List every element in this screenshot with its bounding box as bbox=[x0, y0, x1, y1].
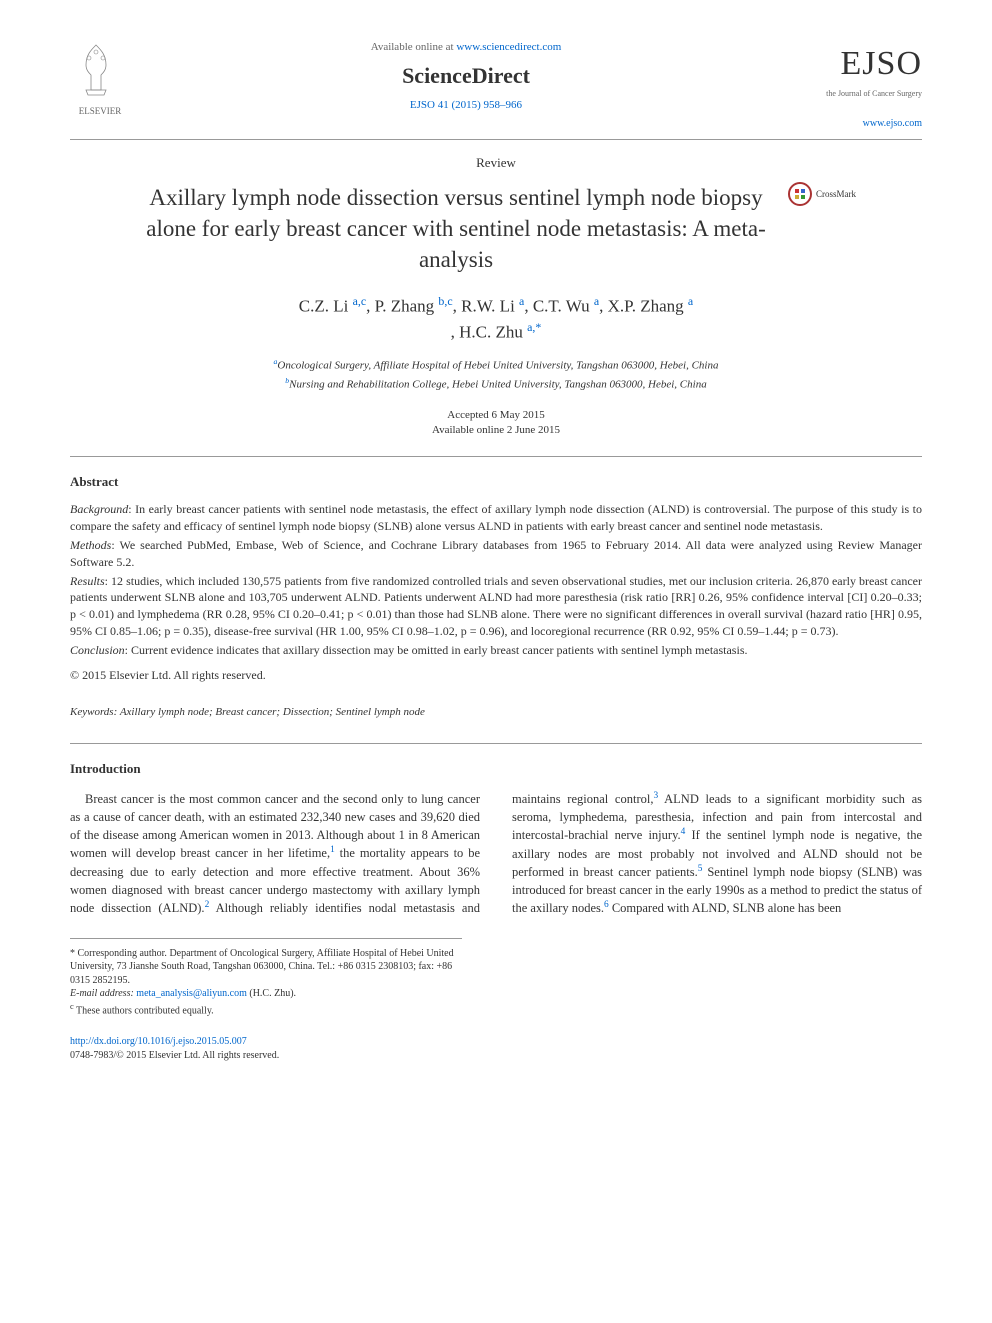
ejso-link[interactable]: www.ejso.com bbox=[802, 117, 922, 131]
abs-bg-label: Background bbox=[70, 502, 128, 516]
keywords-bottom-rule bbox=[70, 743, 922, 744]
ejso-logo-block: EJSO the Journal of Cancer Surgery www.e… bbox=[802, 40, 922, 131]
abs-bg-text: : In early breast cancer patients with s… bbox=[70, 502, 922, 533]
author-4: , C.T. Wu bbox=[524, 297, 594, 316]
issn-line: 0748-7983/© 2015 Elsevier Ltd. All right… bbox=[70, 1049, 922, 1063]
keywords-list: Axillary lymph node; Breast cancer; Diss… bbox=[117, 706, 425, 718]
doi-link[interactable]: http://dx.doi.org/10.1016/j.ejso.2015.05… bbox=[70, 1035, 922, 1049]
abstract-methods: Methods: We searched PubMed, Embase, Web… bbox=[70, 537, 922, 571]
abs-methods-text: : We searched PubMed, Embase, Web of Sci… bbox=[70, 538, 922, 569]
author-5-aff[interactable]: a bbox=[688, 294, 693, 308]
email-label: E-mail address: bbox=[70, 988, 136, 999]
keywords-row: Keywords: Axillary lymph node; Breast ca… bbox=[70, 705, 922, 720]
sciencedirect-logo: ScienceDirect bbox=[130, 61, 802, 92]
abstract-heading: Abstract bbox=[70, 473, 922, 491]
available-online-text: Available online at www.sciencedirect.co… bbox=[130, 40, 802, 55]
author-2: , P. Zhang bbox=[366, 297, 438, 316]
author-6: , H.C. Zhu bbox=[451, 323, 528, 342]
email-footnote: E-mail address: meta_analysis@aliyun.com… bbox=[70, 987, 462, 1001]
header-rule bbox=[70, 139, 922, 140]
article-type: Review bbox=[70, 154, 922, 172]
corr-star-label: * Corresponding author. bbox=[70, 948, 169, 959]
intro-para: Breast cancer is the most common cancer … bbox=[70, 790, 922, 918]
crossmark-label: CrossMark bbox=[816, 188, 856, 201]
affil-a-text: Oncological Surgery, Affiliate Hospital … bbox=[277, 360, 718, 372]
article-title: Axillary lymph node dissection versus se… bbox=[136, 182, 776, 275]
equal-contrib-footnote: c These authors contributed equally. bbox=[70, 1001, 462, 1018]
sciencedirect-link[interactable]: www.sciencedirect.com bbox=[456, 41, 561, 53]
dates-block: Accepted 6 May 2015 Available online 2 J… bbox=[70, 408, 922, 439]
affil-b-text: Nursing and Rehabilitation College, Hebe… bbox=[289, 379, 707, 391]
footnotes: * Corresponding author. Department of On… bbox=[70, 938, 462, 1018]
author-5: , X.P. Zhang bbox=[599, 297, 688, 316]
corresponding-star[interactable]: * bbox=[535, 320, 541, 334]
affiliation-b: bNursing and Rehabilitation College, Heb… bbox=[70, 376, 922, 393]
ejso-logo: EJSO the Journal of Cancer Surgery bbox=[802, 40, 922, 99]
abstract-copyright: © 2015 Elsevier Ltd. All rights reserved… bbox=[70, 667, 922, 684]
equal-text: These authors contributed equally. bbox=[74, 1005, 214, 1016]
ejso-subtitle: the Journal of Cancer Surgery bbox=[802, 88, 922, 99]
page-header: ELSEVIER Available online at www.science… bbox=[70, 40, 922, 131]
elsevier-tree-icon bbox=[70, 40, 122, 100]
abs-results-label: Results bbox=[70, 574, 105, 588]
author-list: C.Z. Li a,c, P. Zhang b,c, R.W. Li a , C.… bbox=[70, 293, 922, 345]
corresponding-footnote: * Corresponding author. Department of On… bbox=[70, 947, 462, 988]
available-label: Available online at bbox=[371, 41, 457, 53]
author-1-aff[interactable]: a,c bbox=[353, 294, 367, 308]
author-3: , R.W. Li bbox=[453, 297, 519, 316]
email-suffix: (H.C. Zhu). bbox=[247, 988, 296, 999]
abstract-top-rule bbox=[70, 456, 922, 457]
abs-methods-label: Methods bbox=[70, 538, 111, 552]
affiliation-a: aOncological Surgery, Affiliate Hospital… bbox=[70, 357, 922, 374]
abstract-results: Results: 12 studies, which included 130,… bbox=[70, 573, 922, 640]
center-header: Available online at www.sciencedirect.co… bbox=[130, 40, 802, 114]
abs-concl-text: : Current evidence indicates that axilla… bbox=[125, 643, 748, 657]
accepted-date: Accepted 6 May 2015 bbox=[70, 408, 922, 423]
crossmark-icon bbox=[788, 182, 812, 206]
abs-results-text: : 12 studies, which included 130,575 pat… bbox=[70, 574, 922, 638]
intro-heading: Introduction bbox=[70, 760, 922, 778]
elsevier-logo: ELSEVIER bbox=[70, 40, 130, 118]
title-row: Axillary lymph node dissection versus se… bbox=[70, 182, 922, 275]
abstract-background: Background: In early breast cancer patie… bbox=[70, 501, 922, 535]
elsevier-name: ELSEVIER bbox=[70, 105, 130, 118]
journal-citation[interactable]: EJSO 41 (2015) 958–966 bbox=[130, 98, 802, 113]
ejso-title: EJSO bbox=[802, 40, 922, 88]
online-date: Available online 2 June 2015 bbox=[70, 423, 922, 438]
keywords-label: Keywords: bbox=[70, 706, 117, 718]
crossmark-badge[interactable]: CrossMark bbox=[788, 182, 856, 206]
abstract-conclusion: Conclusion: Current evidence indicates t… bbox=[70, 642, 922, 659]
intro-body: Breast cancer is the most common cancer … bbox=[70, 790, 922, 918]
author-1: C.Z. Li bbox=[299, 297, 353, 316]
author-2-aff[interactable]: b,c bbox=[438, 294, 452, 308]
intro-1g: Compared with ALND, SLNB alone has been bbox=[609, 901, 842, 915]
abstract-body: Background: In early breast cancer patie… bbox=[70, 501, 922, 683]
email-link[interactable]: meta_analysis@aliyun.com bbox=[136, 988, 247, 999]
abs-concl-label: Conclusion bbox=[70, 643, 125, 657]
doi-block: http://dx.doi.org/10.1016/j.ejso.2015.05… bbox=[70, 1035, 922, 1063]
